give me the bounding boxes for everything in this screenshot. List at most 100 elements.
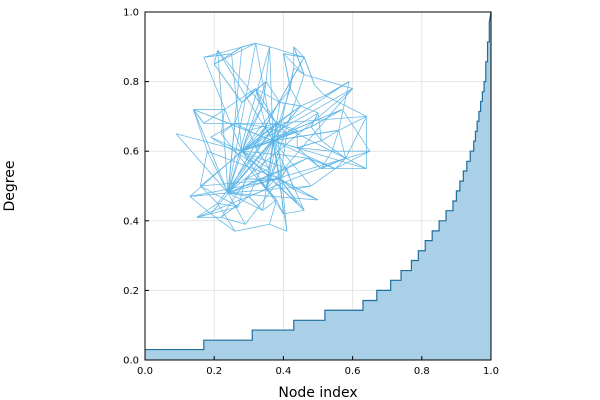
graph-edge — [310, 109, 343, 128]
graph-edge — [279, 154, 308, 159]
graph-edge — [279, 178, 319, 201]
graph-edge — [227, 192, 246, 225]
graph-edge — [227, 43, 257, 194]
graph-edge — [314, 84, 326, 96]
graph-edge — [176, 133, 242, 152]
graph-edge — [241, 88, 291, 152]
graph-edge — [321, 140, 346, 159]
graph-edge — [241, 150, 280, 156]
graph-edge — [241, 81, 350, 152]
y-axis-ticks: 0.0 0.2 0.4 0.6 0.8 1.0 — [123, 8, 149, 367]
graph-edge — [272, 112, 319, 142]
graph-edge — [255, 88, 281, 103]
graph-edge — [217, 50, 229, 193]
graph-edge — [228, 185, 312, 194]
graph-edge — [262, 199, 277, 211]
graph-edge — [303, 57, 315, 86]
graph-edge — [241, 105, 264, 152]
graph-edge — [272, 129, 339, 142]
graph-edge — [321, 129, 339, 142]
x-axis-ticks: 0.0 0.2 0.4 0.6 0.8 1.0 — [137, 356, 499, 377]
graph-edge — [279, 178, 305, 211]
graph-edge — [255, 147, 270, 169]
graph-edge — [217, 50, 277, 124]
graph-edge — [220, 133, 267, 190]
x-tick-label: 1.0 — [483, 366, 499, 377]
y-tick-label: 0.6 — [123, 147, 139, 158]
graph-edge — [269, 46, 305, 58]
y-axis-label: Degree — [2, 161, 18, 212]
graph-edge — [293, 67, 305, 75]
graph-edge — [227, 46, 243, 193]
graph-edge — [193, 109, 208, 152]
graph-edge — [345, 116, 367, 159]
graph-edge — [272, 140, 288, 232]
graph-edge — [338, 116, 367, 131]
graph-edge — [272, 140, 312, 187]
y-tick-label: 0.2 — [123, 286, 139, 297]
graph-edge — [265, 67, 295, 190]
graph-edge — [210, 136, 243, 152]
graph-edge — [213, 63, 243, 103]
graph-edge — [248, 105, 263, 131]
graph-edge — [265, 157, 346, 190]
graph-edge — [297, 140, 322, 149]
y-tick-label: 0.4 — [123, 216, 139, 227]
graph-edge — [245, 178, 281, 225]
graph-edge — [234, 223, 270, 232]
graph-edge — [269, 199, 277, 225]
graph-edge — [265, 46, 270, 82]
graph-edge — [227, 57, 305, 194]
graph-edge — [203, 53, 232, 58]
graph-edge — [276, 102, 281, 124]
y-tick-label: 0.8 — [123, 77, 139, 88]
x-tick-label: 0.6 — [345, 366, 361, 377]
graph-edge — [272, 140, 367, 169]
graph-edge — [214, 42, 256, 65]
graph-edge — [234, 102, 243, 124]
graph-edge — [293, 189, 319, 201]
graph-edge — [272, 140, 336, 169]
graph-edge — [241, 81, 267, 152]
graph-edge — [220, 140, 274, 218]
graph-edge — [210, 213, 236, 232]
graph-edge — [228, 192, 319, 201]
graph-edge — [272, 140, 305, 211]
graph-edge — [175, 133, 229, 194]
graph-edge — [297, 147, 332, 152]
graph-edge — [269, 223, 288, 232]
graph-edge — [331, 130, 340, 152]
graph-edge — [224, 88, 256, 110]
graph-edge — [276, 123, 367, 169]
graph-edge — [283, 53, 291, 89]
graph-edge — [321, 150, 333, 169]
graph-edge — [300, 95, 326, 107]
graph-edge — [221, 216, 246, 225]
graph-edge — [293, 46, 305, 58]
graph-edge — [241, 81, 267, 103]
y-tick-label: 1.0 — [123, 8, 139, 19]
graph-edge — [255, 126, 267, 148]
graph-edge — [227, 192, 263, 211]
graph-edge — [338, 81, 350, 131]
x-axis-label: Node index — [278, 385, 357, 400]
graph-edge — [193, 109, 205, 124]
graph-edge — [203, 42, 256, 58]
graph-edge — [241, 150, 305, 211]
graph-edge — [189, 196, 211, 215]
graph-edge — [335, 157, 346, 169]
graph-edge — [335, 150, 371, 169]
graph-edge — [203, 57, 243, 152]
graph-edge — [279, 102, 301, 107]
graph-edge — [293, 46, 305, 75]
graph-edge — [255, 88, 277, 124]
graph-edge — [310, 112, 319, 128]
graph-edge — [276, 199, 284, 215]
graph-edge — [265, 74, 305, 190]
x-tick-label: 0.8 — [414, 366, 430, 377]
graph-edge — [248, 196, 263, 211]
graph-edge — [255, 42, 270, 48]
degree-area-fill — [145, 12, 491, 360]
graph-edge — [189, 192, 229, 197]
graph-edge — [324, 95, 367, 117]
